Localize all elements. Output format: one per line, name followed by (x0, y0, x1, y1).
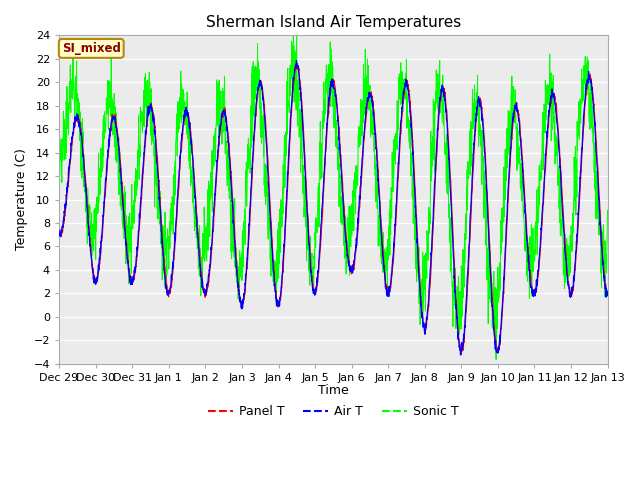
Legend: Panel T, Air T, Sonic T: Panel T, Air T, Sonic T (203, 400, 464, 423)
Title: Sherman Island Air Temperatures: Sherman Island Air Temperatures (205, 15, 461, 30)
X-axis label: Time: Time (318, 384, 349, 397)
Y-axis label: Temperature (C): Temperature (C) (15, 149, 28, 251)
Text: SI_mixed: SI_mixed (62, 42, 121, 55)
